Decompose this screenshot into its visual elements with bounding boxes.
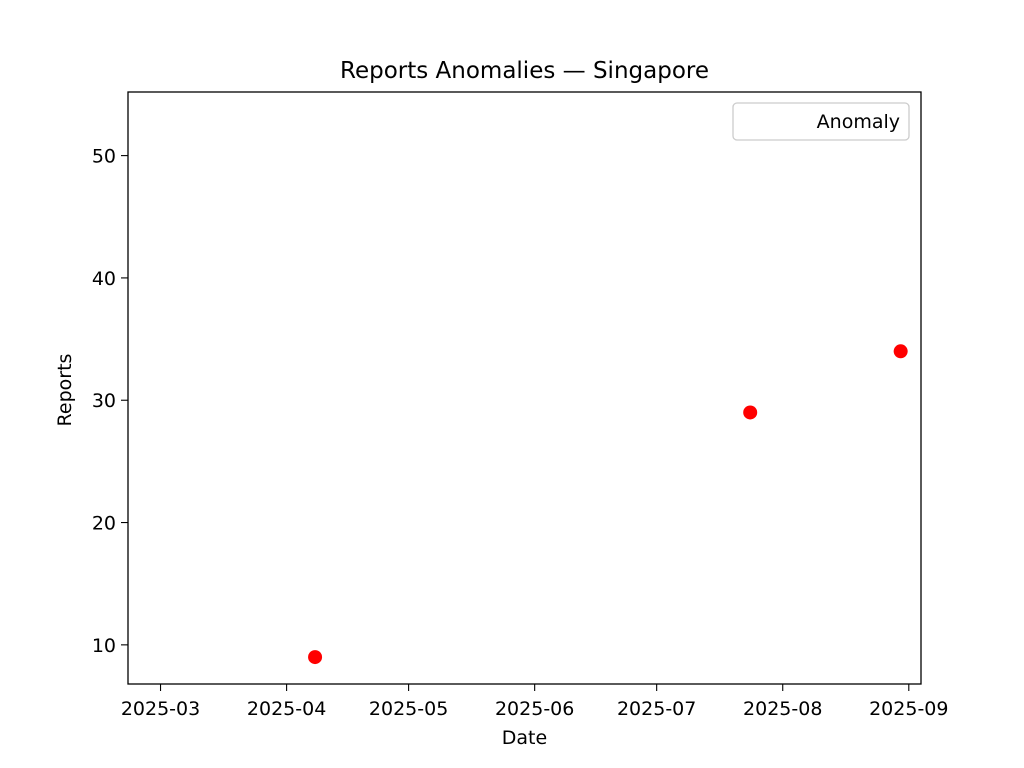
- plot-area: [128, 92, 921, 684]
- anomaly-point: [743, 405, 758, 420]
- y-tick-label: 20: [92, 513, 116, 535]
- x-tick-label: 2025-07: [617, 698, 696, 720]
- y-tick-label: 30: [92, 390, 116, 412]
- y-axis-label: Reports: [54, 354, 76, 427]
- plot-frame: [127, 91, 922, 685]
- chart-title: Reports Anomalies — Singapore: [340, 58, 709, 84]
- y-axis-ticks: 10 20 30 40 50: [92, 146, 128, 657]
- x-tick-label: 2025-06: [495, 698, 574, 720]
- legend-entry-anomaly: Anomaly: [817, 111, 900, 133]
- anomaly-point: [308, 650, 323, 665]
- y-tick-label: 40: [92, 268, 116, 290]
- x-tick-label: 2025-05: [369, 698, 448, 720]
- anomaly-point: [893, 344, 908, 359]
- x-tick-label: 2025-09: [869, 698, 948, 720]
- x-axis-ticks: 2025-03 2025-04 2025-05 2025-06 2025-07 2025-…: [121, 684, 948, 720]
- y-tick-label: 50: [92, 146, 116, 168]
- x-tick-label: 2025-04: [247, 698, 326, 720]
- x-tick-label: 2025-08: [743, 698, 822, 720]
- legend: Anomaly: [732, 102, 910, 141]
- legend-box: [732, 102, 910, 141]
- x-axis-label: Date: [502, 727, 547, 749]
- y-tick-label: 10: [92, 635, 116, 657]
- plot-background: [128, 92, 921, 684]
- data-points: [308, 344, 908, 665]
- x-tick-label: 2025-03: [121, 698, 200, 720]
